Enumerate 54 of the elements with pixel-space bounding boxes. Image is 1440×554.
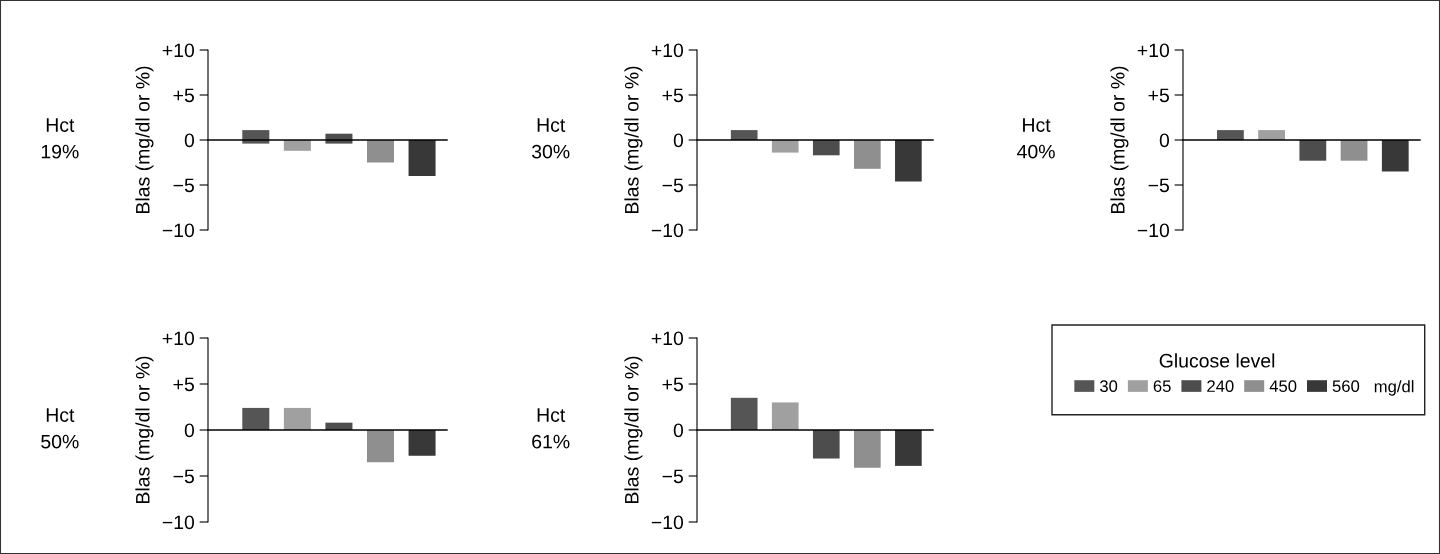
y-tick-label: 0 bbox=[184, 133, 195, 148]
bar bbox=[812, 430, 840, 459]
y-tick-label: +10 bbox=[651, 331, 684, 346]
bar bbox=[366, 140, 394, 163]
y-axis-title: Blas (mg/dl or %) bbox=[1110, 66, 1129, 213]
y-tick-label: 0 bbox=[673, 423, 684, 438]
legend-label: 30 bbox=[1099, 380, 1118, 393]
bar bbox=[853, 430, 881, 468]
y-tick-label: 0 bbox=[184, 423, 195, 438]
y-axis-title: Blas (mg/dl or %) bbox=[135, 356, 154, 503]
y-tick-label: 0 bbox=[673, 133, 684, 148]
y-tick-label: +5 bbox=[662, 377, 683, 392]
y-tick-label: +5 bbox=[173, 377, 194, 392]
legend-label: 240 bbox=[1207, 380, 1234, 393]
y-tick-label: −5 bbox=[662, 469, 683, 484]
y-tick-label: −5 bbox=[173, 469, 194, 484]
bar bbox=[242, 407, 270, 430]
bar bbox=[771, 402, 799, 430]
text: Hct 30% bbox=[531, 118, 570, 159]
y-tick-label: −5 bbox=[173, 178, 194, 193]
y-tick-label: +5 bbox=[662, 88, 683, 103]
y-tick-label: 0 bbox=[1159, 133, 1170, 148]
y-tick-label: −10 bbox=[1137, 223, 1170, 238]
y-tick-label: +10 bbox=[162, 331, 195, 346]
legend-label: 65 bbox=[1153, 380, 1171, 393]
y-tick-label: −5 bbox=[1148, 178, 1169, 193]
y-tick-label: +10 bbox=[651, 43, 684, 58]
y-tick-label: +10 bbox=[1137, 43, 1170, 58]
text: Hct 50% bbox=[41, 408, 79, 449]
y-tick-label: −5 bbox=[662, 178, 683, 193]
y-tick-label: −10 bbox=[651, 515, 684, 530]
y-axis-title: Blas (mg/dl or %) bbox=[135, 66, 154, 213]
legend-title: Glucose level bbox=[1159, 353, 1275, 368]
y-axis-title: Blas (mg/dl or %) bbox=[624, 66, 643, 213]
text: Hct 61% bbox=[532, 408, 570, 449]
bar bbox=[283, 140, 311, 151]
y-tick-label: −10 bbox=[162, 223, 195, 238]
bar bbox=[408, 430, 436, 456]
text: Hct 40% bbox=[1017, 118, 1055, 159]
text: mg/dl bbox=[1374, 380, 1414, 396]
legend-label: 560 bbox=[1332, 380, 1360, 393]
y-tick-label: −10 bbox=[162, 515, 195, 530]
bar bbox=[895, 430, 922, 466]
legend-label: 450 bbox=[1269, 380, 1297, 393]
bar bbox=[408, 140, 436, 176]
y-axis-title: Blas (mg/dl or %) bbox=[624, 356, 643, 503]
y-tick-label: +5 bbox=[173, 88, 194, 103]
bar bbox=[366, 430, 394, 463]
bar bbox=[730, 397, 758, 430]
y-tick-label: −10 bbox=[651, 223, 684, 238]
bar bbox=[283, 407, 311, 430]
y-tick-label: +5 bbox=[1148, 88, 1169, 103]
text: Hct 19% bbox=[41, 118, 79, 159]
y-tick-label: +10 bbox=[162, 43, 195, 58]
